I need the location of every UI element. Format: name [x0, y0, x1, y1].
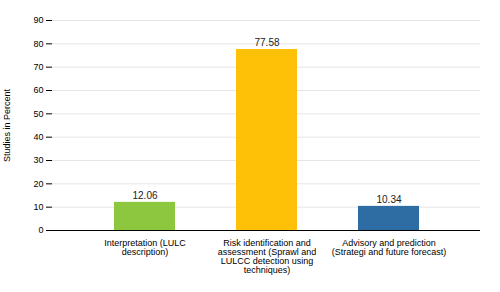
svg-text:80: 80: [33, 39, 43, 49]
svg-text:0: 0: [38, 225, 43, 235]
svg-text:90: 90: [33, 15, 43, 25]
svg-text:30: 30: [33, 155, 43, 165]
svg-text:Studies in Percent: Studies in Percent: [2, 88, 12, 162]
svg-text:50: 50: [33, 109, 43, 119]
svg-text:20: 20: [33, 179, 43, 189]
svg-text:77.58: 77.58: [254, 37, 279, 48]
svg-text:10.34: 10.34: [376, 194, 401, 205]
svg-text:60: 60: [33, 85, 43, 95]
svg-text:10: 10: [33, 202, 43, 212]
svg-text:Advisory and prediction(Strate: Advisory and prediction(Strategi and fut…: [332, 238, 447, 257]
svg-text:Interpretation (LULCdescriptio: Interpretation (LULCdescription): [104, 238, 186, 257]
svg-text:12.06: 12.06: [132, 190, 157, 201]
svg-text:Risk identification andassessm: Risk identification andassessment (Spraw…: [218, 238, 317, 275]
svg-text:70: 70: [33, 62, 43, 72]
svg-text:40: 40: [33, 132, 43, 142]
